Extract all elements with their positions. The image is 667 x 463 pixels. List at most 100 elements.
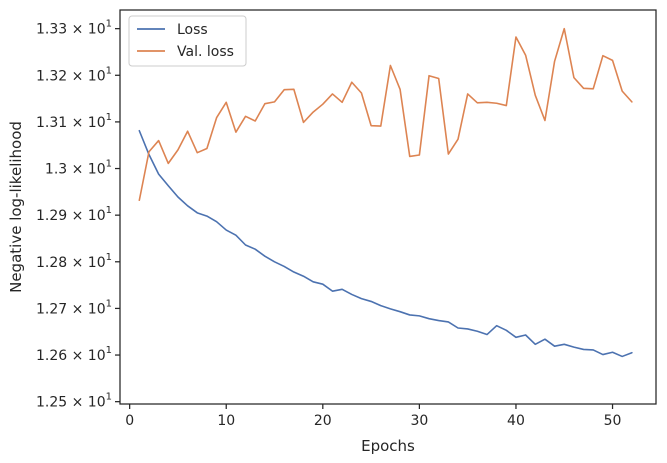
data-point-val-loss (148, 151, 150, 153)
data-point-val-loss (138, 199, 140, 201)
series-layer (138, 27, 633, 358)
data-point-loss (476, 330, 478, 332)
y-tick-label: 1.33 × 101 (36, 19, 112, 38)
data-point-val-loss (264, 103, 266, 105)
data-point-loss (254, 248, 256, 250)
data-point-val-loss (254, 120, 256, 122)
data-point-loss (264, 255, 266, 257)
data-point-loss (206, 215, 208, 217)
data-point-val-loss (351, 81, 353, 83)
y-tick-label: 1.32 × 101 (36, 65, 112, 84)
y-axis: 1.25 × 101 1.26 × 101 1.27 × 101 1.28 × 101… (36, 19, 120, 411)
data-point-loss (553, 345, 555, 347)
legend-label-loss: Loss (177, 22, 208, 38)
data-point-val-loss (331, 93, 333, 95)
data-point-val-loss (553, 60, 555, 62)
data-point-loss (447, 321, 449, 323)
x-tick-label: 30 (410, 413, 428, 429)
y-tick-label: 1.31 × 101 (36, 112, 112, 131)
data-point-val-loss (582, 87, 584, 89)
data-point-loss (582, 348, 584, 350)
y-tick-label: 1.26 × 101 (36, 345, 112, 364)
data-point-loss (351, 293, 353, 295)
y-axis-label: Negative log-likelihood (7, 121, 25, 293)
data-point-val-loss (196, 151, 198, 153)
data-point-loss (602, 353, 604, 355)
data-point-val-loss (235, 131, 237, 133)
data-point-val-loss (177, 149, 179, 151)
data-point-loss (341, 288, 343, 290)
y-tick-label: 1.28 × 101 (36, 252, 112, 271)
data-point-val-loss (505, 104, 507, 106)
y-tick-label: 1.27 × 101 (36, 298, 112, 317)
data-point-val-loss (293, 88, 295, 90)
data-point-loss (399, 310, 401, 312)
data-point-val-loss (322, 103, 324, 105)
data-point-val-loss (457, 138, 459, 140)
data-point-val-loss (380, 125, 382, 127)
data-point-loss (524, 334, 526, 336)
data-point-loss (283, 265, 285, 267)
data-point-loss (389, 308, 391, 310)
plot-frame (119, 9, 657, 405)
data-point-val-loss (302, 121, 304, 123)
data-point-loss (177, 196, 179, 198)
legend-label-val-loss: Val. loss (177, 44, 234, 60)
data-point-loss (244, 244, 246, 246)
data-point-val-loss (399, 88, 401, 90)
data-point-val-loss (206, 147, 208, 149)
data-point-loss (331, 290, 333, 292)
data-point-val-loss (515, 36, 517, 38)
series-val-loss (138, 27, 633, 202)
data-point-loss (466, 328, 468, 330)
data-point-val-loss (244, 115, 246, 117)
data-point-loss (409, 314, 411, 316)
data-point-loss (196, 212, 198, 214)
series-line-loss (138, 129, 633, 358)
data-point-val-loss (602, 54, 604, 56)
data-point-val-loss (631, 101, 633, 103)
data-point-loss (631, 352, 633, 354)
data-point-loss (157, 173, 159, 175)
data-point-loss (235, 234, 237, 236)
data-point-val-loss (341, 101, 343, 103)
data-point-val-loss (167, 162, 169, 164)
data-point-val-loss (370, 124, 372, 126)
data-point-loss (505, 329, 507, 331)
data-point-val-loss (389, 64, 391, 66)
series-loss (138, 129, 633, 358)
x-tick-label: 40 (507, 413, 525, 429)
data-point-val-loss (438, 77, 440, 79)
x-axis: 0 10 20 30 40 50 (125, 404, 621, 429)
data-point-val-loss (495, 102, 497, 104)
data-point-loss (611, 351, 613, 353)
data-point-loss (563, 343, 565, 345)
x-axis-label: Epochs (361, 437, 415, 455)
data-point-val-loss (524, 54, 526, 56)
data-point-loss (293, 271, 295, 273)
data-point-val-loss (418, 154, 420, 156)
data-point-loss (544, 338, 546, 340)
data-point-loss (573, 346, 575, 348)
data-point-loss (515, 336, 517, 338)
data-point-loss (370, 300, 372, 302)
data-point-loss (302, 275, 304, 277)
data-point-val-loss (592, 88, 594, 90)
x-tick-label: 0 (125, 413, 134, 429)
data-point-loss (621, 355, 623, 357)
data-point-loss (215, 220, 217, 222)
data-point-loss (495, 324, 497, 326)
data-point-loss (186, 205, 188, 207)
data-point-loss (428, 317, 430, 319)
data-point-loss (360, 297, 362, 299)
data-point-val-loss (428, 75, 430, 77)
y-tick-label: 1.3 × 101 (45, 159, 112, 178)
x-tick-label: 50 (604, 413, 622, 429)
data-point-val-loss (466, 93, 468, 95)
data-point-loss (457, 327, 459, 329)
data-point-val-loss (486, 101, 488, 103)
data-point-val-loss (611, 59, 613, 61)
data-point-val-loss (447, 153, 449, 155)
series-line-val-loss (138, 27, 633, 202)
